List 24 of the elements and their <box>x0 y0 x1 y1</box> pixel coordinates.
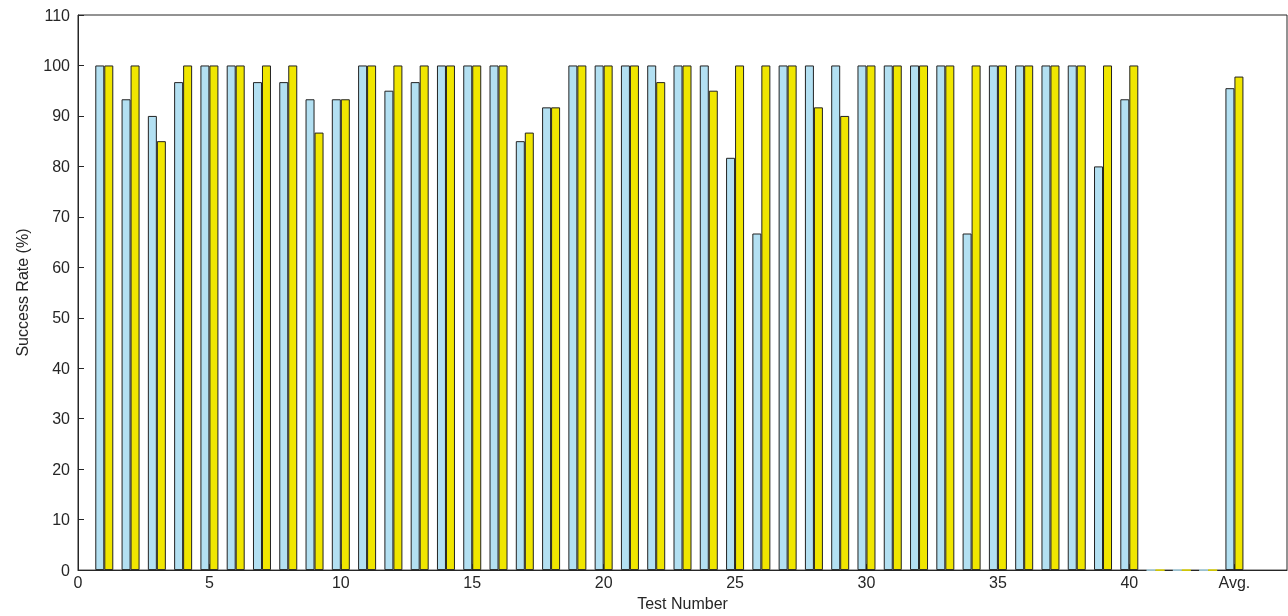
x-tick-label: Avg. <box>1218 573 1251 591</box>
y-tick-label: 90 <box>52 107 71 125</box>
y-tick-label: 70 <box>52 208 71 226</box>
x-tick-label: 35 <box>988 573 1007 591</box>
y-tick-label: 80 <box>52 157 71 175</box>
x-tick-label: 25 <box>726 573 745 591</box>
x-axis-title: Test Number <box>637 594 729 612</box>
x-tick-label: 0 <box>73 573 83 591</box>
x-tick-label: 20 <box>594 573 613 591</box>
y-tick-label: 20 <box>52 460 71 478</box>
y-tick-label: 30 <box>52 410 71 428</box>
y-tick-label: 40 <box>52 359 71 377</box>
y-tick-label: 0 <box>61 561 71 579</box>
x-tick-label: 30 <box>857 573 876 591</box>
y-tick-label: 60 <box>52 258 71 276</box>
x-tick-label: 10 <box>331 573 350 591</box>
y-tick-label: 100 <box>43 56 71 74</box>
y-tick-label: 50 <box>52 309 71 327</box>
x-tick-label: 15 <box>463 573 482 591</box>
y-tick-label: 10 <box>52 511 71 529</box>
y-tick-label: 110 <box>44 6 71 24</box>
y-axis-title: Success Rate (%) <box>13 228 31 357</box>
x-tick-label: 5 <box>204 573 214 591</box>
x-tick-label: 40 <box>1120 573 1139 591</box>
